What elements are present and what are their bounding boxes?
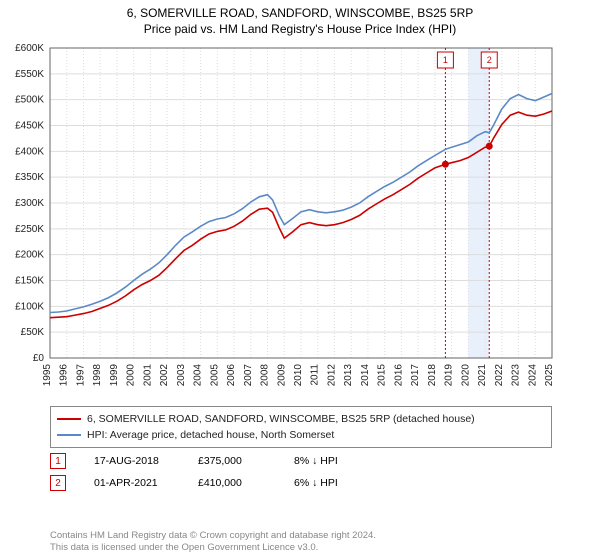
svg-text:£600K: £600K: [15, 43, 44, 54]
footer-attribution: Contains HM Land Registry data © Crown c…: [50, 530, 376, 554]
sale-diff-1: 8% ↓ HPI: [294, 455, 404, 467]
svg-text:2023: 2023: [511, 364, 522, 387]
legend-label-hpi: HPI: Average price, detached house, Nort…: [87, 429, 334, 441]
svg-text:£250K: £250K: [15, 224, 44, 235]
svg-text:2019: 2019: [444, 364, 455, 387]
svg-text:2021: 2021: [477, 364, 488, 387]
svg-text:2005: 2005: [209, 364, 220, 387]
svg-text:1999: 1999: [109, 364, 120, 387]
svg-text:2007: 2007: [243, 364, 254, 387]
svg-text:£50K: £50K: [21, 327, 45, 338]
legend-label-property: 6, SOMERVILLE ROAD, SANDFORD, WINSCOMBE,…: [87, 413, 475, 425]
svg-text:2025: 2025: [544, 364, 555, 387]
svg-text:£300K: £300K: [15, 198, 44, 209]
svg-text:2015: 2015: [377, 364, 388, 387]
sale-price-1: £375,000: [198, 455, 288, 467]
sale-date-1: 17-AUG-2018: [72, 455, 192, 467]
footer-line-2: This data is licensed under the Open Gov…: [50, 542, 376, 554]
chart-title-subtitle: Price paid vs. HM Land Registry's House …: [0, 22, 600, 36]
svg-text:1998: 1998: [92, 364, 103, 387]
svg-text:£550K: £550K: [15, 69, 44, 80]
svg-text:£0: £0: [33, 353, 45, 364]
svg-text:2006: 2006: [226, 364, 237, 387]
svg-text:2001: 2001: [142, 364, 153, 387]
svg-text:£400K: £400K: [15, 146, 44, 157]
svg-text:£100K: £100K: [15, 301, 44, 312]
svg-text:2018: 2018: [427, 364, 438, 387]
sale-price-2: £410,000: [198, 477, 288, 489]
svg-text:£150K: £150K: [15, 276, 44, 287]
svg-text:2008: 2008: [260, 364, 271, 387]
sale-marker-1-icon: 1: [50, 453, 66, 469]
svg-text:2: 2: [487, 55, 492, 65]
svg-text:1997: 1997: [75, 364, 86, 387]
chart-titles: 6, SOMERVILLE ROAD, SANDFORD, WINSCOMBE,…: [0, 0, 600, 36]
svg-text:£200K: £200K: [15, 250, 44, 261]
svg-text:2014: 2014: [360, 364, 371, 387]
legend: 6, SOMERVILLE ROAD, SANDFORD, WINSCOMBE,…: [50, 406, 552, 448]
svg-text:2024: 2024: [527, 364, 538, 387]
sale-record-1: 1 17-AUG-2018 £375,000 8% ↓ HPI: [50, 450, 552, 472]
svg-text:2004: 2004: [193, 364, 204, 387]
svg-text:2009: 2009: [276, 364, 287, 387]
legend-swatch-property: [57, 418, 81, 420]
svg-text:2022: 2022: [494, 364, 505, 387]
sale-record-2: 2 01-APR-2021 £410,000 6% ↓ HPI: [50, 472, 552, 494]
svg-text:1995: 1995: [42, 364, 53, 387]
legend-item-property: 6, SOMERVILLE ROAD, SANDFORD, WINSCOMBE,…: [57, 411, 545, 427]
svg-text:1996: 1996: [59, 364, 70, 387]
chart-area: £0 £50K £100K £150K £200K £250K £300K £350K £400…: [0, 42, 600, 394]
svg-text:2002: 2002: [159, 364, 170, 387]
svg-text:1: 1: [443, 55, 448, 65]
svg-text:2016: 2016: [393, 364, 404, 387]
svg-text:2000: 2000: [126, 364, 137, 387]
svg-text:2017: 2017: [410, 364, 421, 387]
sale-diff-2: 6% ↓ HPI: [294, 477, 404, 489]
chart-title-address: 6, SOMERVILLE ROAD, SANDFORD, WINSCOMBE,…: [0, 6, 600, 20]
svg-text:£450K: £450K: [15, 121, 44, 132]
sale-records: 1 17-AUG-2018 £375,000 8% ↓ HPI 2 01-APR…: [50, 450, 552, 494]
sale-marker-2-icon: 2: [50, 475, 66, 491]
legend-swatch-hpi: [57, 434, 81, 436]
svg-text:2011: 2011: [310, 364, 321, 386]
sale-date-2: 01-APR-2021: [72, 477, 192, 489]
svg-text:£350K: £350K: [15, 172, 44, 183]
legend-item-hpi: HPI: Average price, detached house, Nort…: [57, 427, 545, 443]
svg-text:2012: 2012: [326, 364, 337, 387]
svg-text:£500K: £500K: [15, 95, 44, 106]
footer-line-1: Contains HM Land Registry data © Crown c…: [50, 530, 376, 542]
svg-text:2020: 2020: [460, 364, 471, 387]
svg-text:2003: 2003: [176, 364, 187, 387]
line-chart: £0 £50K £100K £150K £200K £250K £300K £350K £400…: [0, 42, 600, 394]
svg-text:2013: 2013: [343, 364, 354, 387]
svg-text:2010: 2010: [293, 364, 304, 387]
